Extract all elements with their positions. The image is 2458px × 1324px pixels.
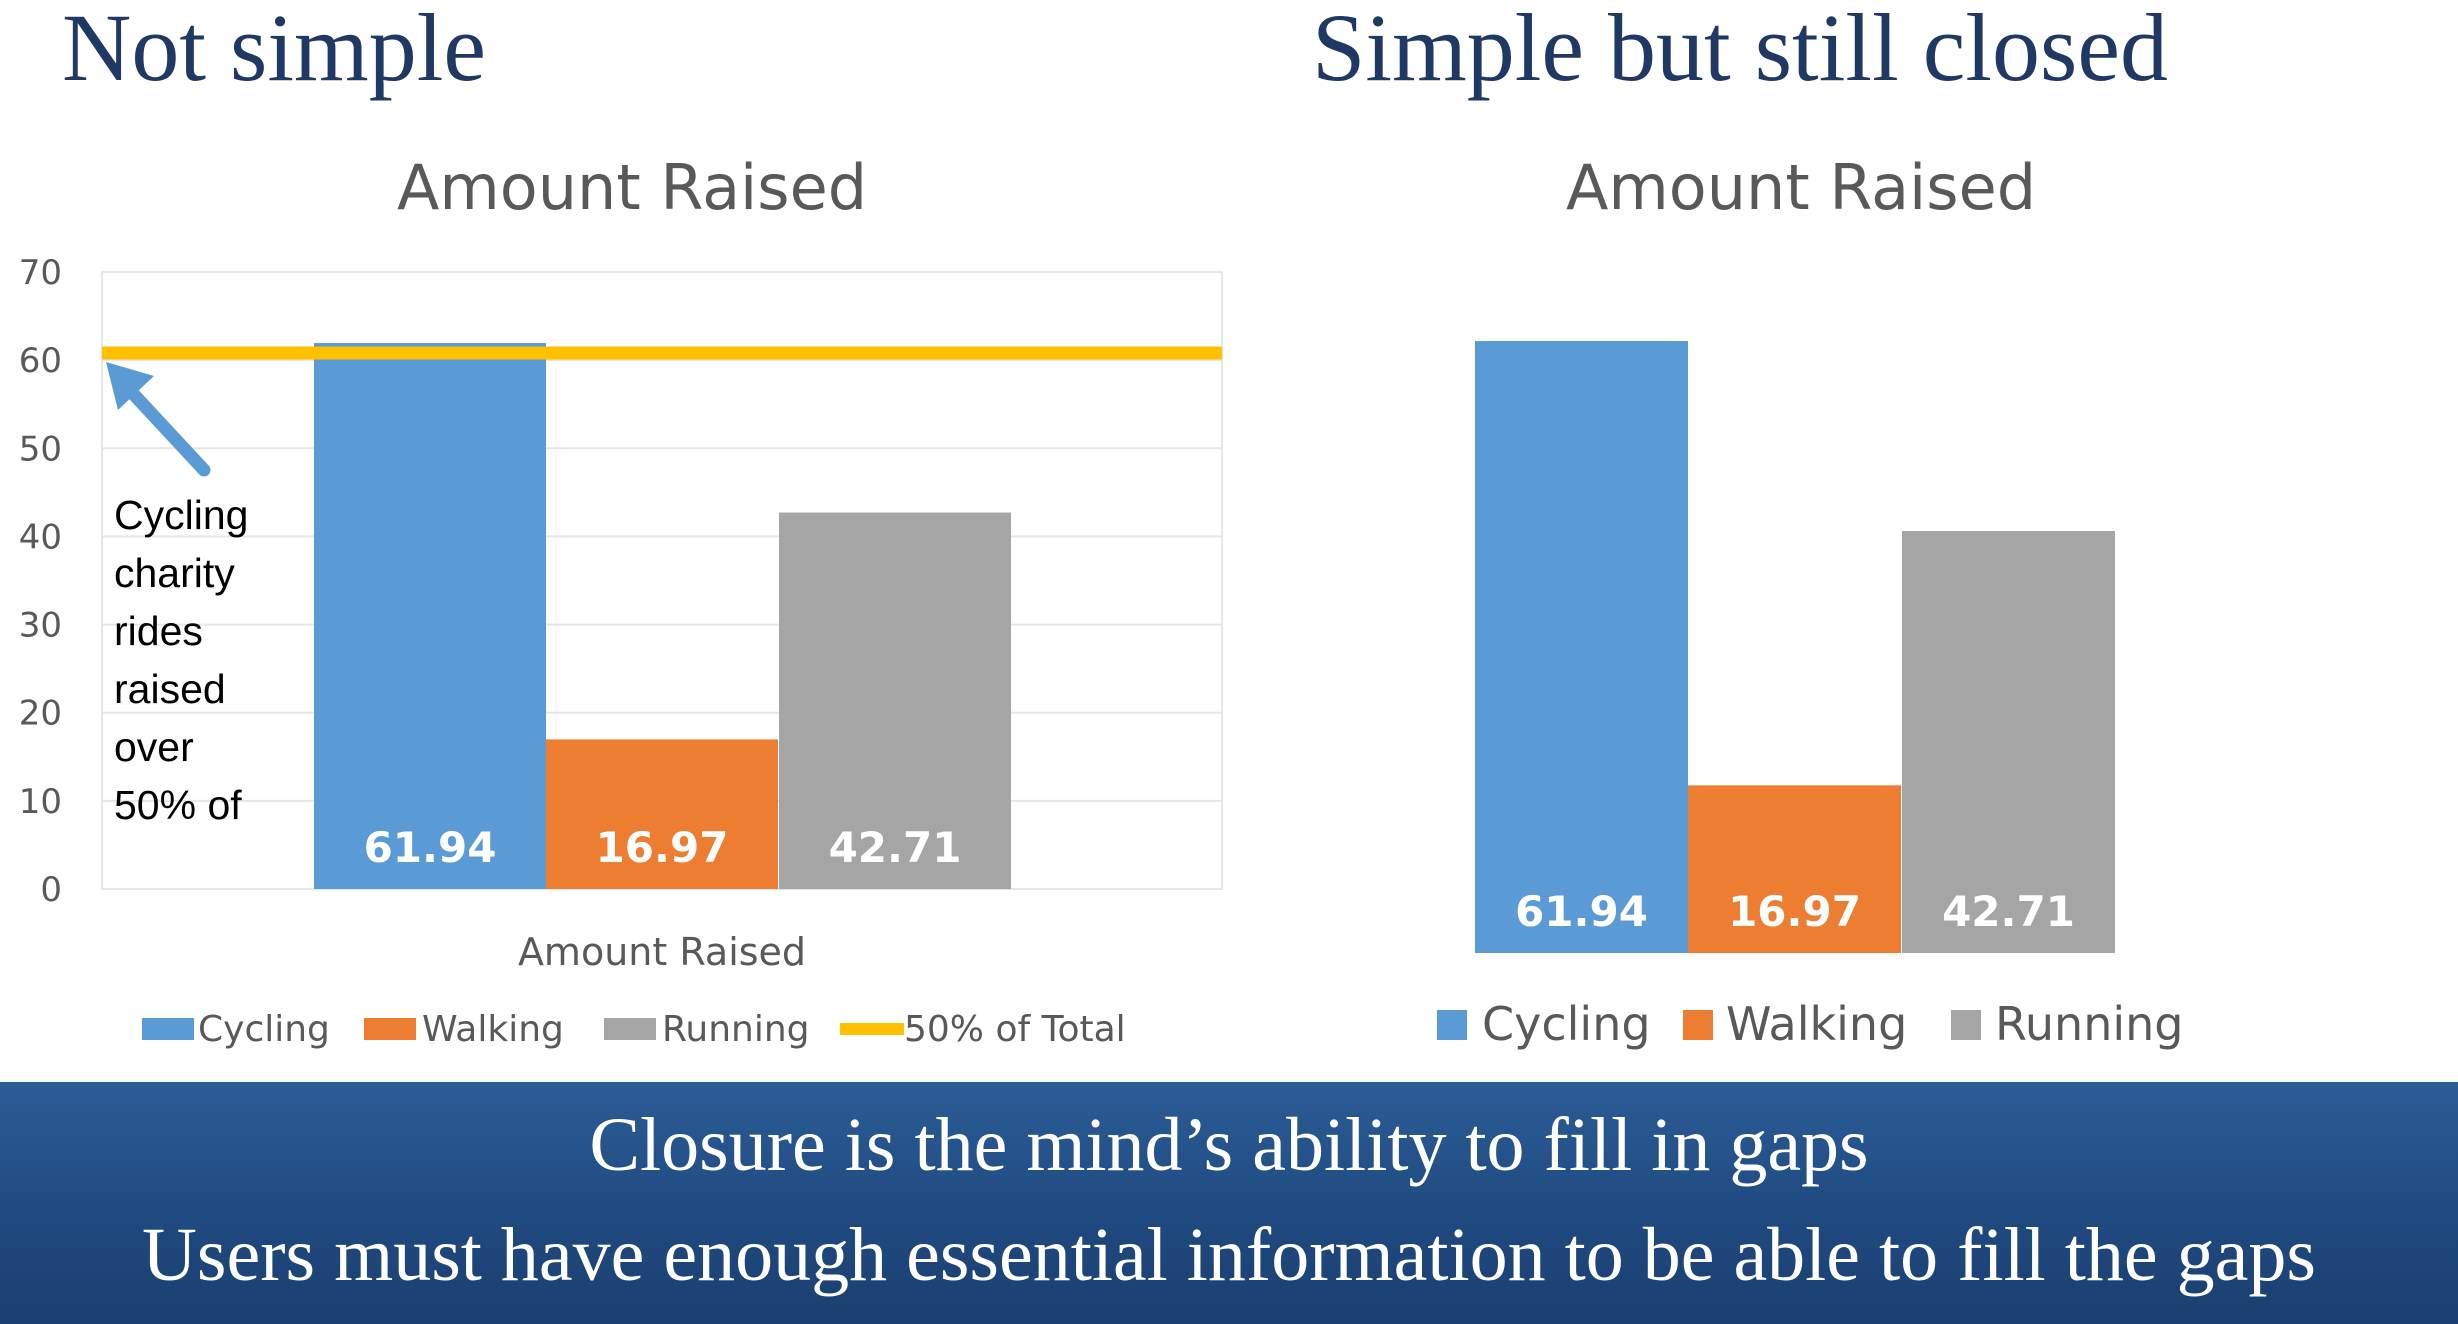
left-chart-title: Amount Raised <box>397 151 868 224</box>
right-bar-chart: 61.94 16.97 42.71 Cycling Walking Running <box>1437 341 2184 1051</box>
bar-running <box>779 512 1011 889</box>
x-axis-label: Amount Raised <box>518 930 806 974</box>
banner-line: Closure is the mind’s ability to fill in… <box>589 1103 1869 1187</box>
bar-walking <box>546 739 778 889</box>
legend-label-50pct: 50% of Total <box>904 1009 1126 1050</box>
y-tick-label: 20 <box>19 694 62 734</box>
legend-swatch-cycling <box>142 1018 194 1040</box>
right-slide-title: Simple but still closed <box>1312 0 2168 101</box>
annotation-text-line: over <box>114 724 194 770</box>
banner-line: Users must have enough essential informa… <box>142 1213 2316 1297</box>
bar-running <box>1902 531 2115 953</box>
bar-cycling <box>314 343 546 889</box>
right-chart-title: Amount Raised <box>1566 151 2037 224</box>
left-bar-chart: 0 10 20 30 40 50 60 70 61.94 16.97 42.71 Cycling cha… <box>19 253 1223 1050</box>
data-label-running: 42.71 <box>1942 887 2075 936</box>
y-tick-label: 60 <box>19 341 62 381</box>
data-label-walking: 16.97 <box>596 823 729 872</box>
legend-swatch-50pct <box>840 1023 904 1035</box>
annotation-text-line: charity <box>114 550 235 596</box>
legend-swatch-walking <box>1683 1010 1713 1040</box>
y-tick-label: 30 <box>19 606 62 646</box>
annotation-arrow <box>106 362 211 477</box>
legend-label-walking: Walking <box>422 1009 564 1050</box>
bar-walking <box>1688 785 1901 953</box>
legend-label-cycling: Cycling <box>198 1009 330 1050</box>
data-label-cycling: 61.94 <box>364 823 497 872</box>
annotation-text-line: raised <box>114 666 226 712</box>
legend-swatch-walking <box>364 1018 416 1040</box>
annotation-text-line: Cycling <box>114 492 248 538</box>
left-slide-title: Not simple <box>62 0 486 101</box>
legend-label-running: Running <box>662 1009 810 1050</box>
arrow-shaft <box>119 379 211 477</box>
data-label-walking: 16.97 <box>1728 887 1861 936</box>
y-tick-label: 50 <box>19 429 62 469</box>
annotation-text-line: 50% of <box>114 782 242 828</box>
legend-swatch-cycling <box>1437 1010 1467 1040</box>
annotation-text-line: rides <box>114 608 203 654</box>
legend-label-running: Running <box>1995 997 2184 1051</box>
legend-swatch-running <box>1951 1010 1981 1040</box>
data-label-running: 42.71 <box>829 823 962 872</box>
y-tick-label: 70 <box>19 253 62 293</box>
legend-label-cycling: Cycling <box>1482 997 1651 1051</box>
data-label-cycling: 61.94 <box>1515 887 1648 936</box>
legend-swatch-running <box>604 1018 656 1040</box>
bar-cycling <box>1475 341 1688 953</box>
y-tick-label: 40 <box>19 517 62 557</box>
arrow-head <box>106 362 154 410</box>
y-tick-label: 10 <box>19 782 62 822</box>
legend-label-walking: Walking <box>1726 997 1907 1051</box>
y-tick-label: 0 <box>40 870 62 910</box>
closure-banner: Closure is the mind’s ability to fill in… <box>0 1082 2458 1324</box>
